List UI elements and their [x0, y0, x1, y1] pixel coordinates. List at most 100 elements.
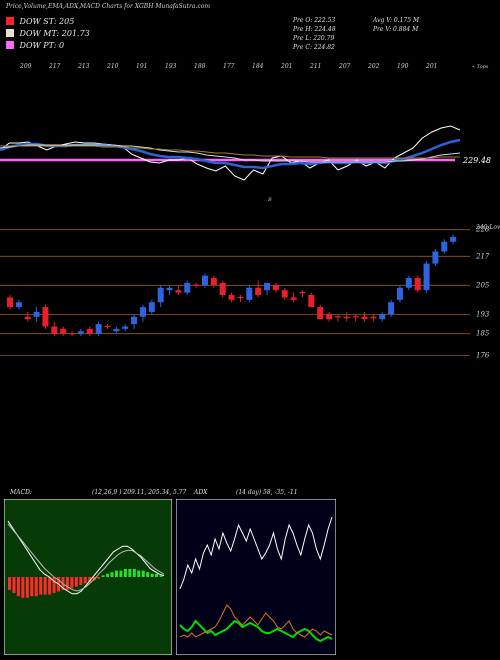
macd-histogram-bar — [8, 577, 11, 590]
macd-histogram-bar — [83, 577, 87, 584]
macd-histogram-bar — [21, 577, 25, 598]
ema-top-label: 209 — [19, 63, 32, 70]
candle-body — [33, 311, 40, 317]
candle-body — [42, 307, 49, 327]
macd-histogram-bar — [88, 577, 92, 582]
macd-histogram-bar — [12, 577, 16, 593]
legend-dow-st-swatch — [6, 17, 14, 25]
candle-body — [95, 324, 102, 334]
macd-histogram-bar — [150, 573, 154, 577]
macd-histogram-bar — [128, 569, 132, 577]
candle-body — [166, 287, 173, 291]
candle-body — [379, 314, 386, 320]
macd-values: (12,26,9 ) 209.11, 205.34, 5.77 — [92, 489, 187, 496]
stat-avg-volume: Avg V: 0.175 M — [373, 17, 420, 24]
legend-dow-pt: DOW PT: 0 — [6, 41, 64, 50]
ema-top-label: 193 — [165, 63, 177, 70]
ema-top-label: 217 — [48, 63, 61, 70]
macd-histogram-bar — [123, 569, 127, 577]
candle-body — [308, 295, 315, 308]
candle-body — [290, 297, 297, 300]
macd-label: MACD: — [10, 489, 32, 496]
candle-panel: 240 Lows228 217 205 193 185 176 — [0, 224, 500, 359]
ema-top-label: 184 — [252, 63, 264, 70]
macd-histogram-bar — [97, 577, 101, 579]
adx-label: ADX — [194, 489, 208, 496]
adx-series-line — [179, 604, 333, 638]
adx-values: (14 day) 58, -35, -11 — [236, 489, 298, 496]
candle-body — [441, 241, 448, 252]
macd-histogram-bar — [65, 577, 69, 590]
legend-dow-st-label: DOW ST: 205 — [19, 17, 75, 26]
legend-dow-mt-label: DOW MT: 201.73 — [19, 29, 90, 38]
candle-body — [396, 287, 403, 300]
ema-price-label: 229.48 — [462, 156, 491, 165]
candle-body — [317, 307, 324, 320]
candle-body — [432, 251, 439, 264]
macd-histogram-bar — [43, 577, 47, 595]
candle-body — [122, 326, 129, 329]
macd-histogram-bar — [159, 575, 163, 577]
macd-histogram-bar — [146, 572, 150, 577]
macd-histogram-bar — [155, 573, 159, 577]
macd-histogram-bar — [70, 577, 74, 589]
price-level-label: 176 — [476, 351, 490, 359]
candle-body — [405, 278, 412, 288]
candle-body — [15, 302, 22, 308]
macd-histogram-bar — [48, 577, 52, 595]
candle-body — [343, 316, 350, 319]
candle-body — [228, 295, 235, 300]
candle-body — [7, 297, 13, 308]
ema-panel: 209 217 213 210 191 193 188 177 184 201 211 207 202 1… — [0, 63, 491, 203]
candle-body — [60, 328, 67, 334]
candle-body — [210, 278, 217, 286]
stat-pre-volume: Pre V: 0.884 M — [373, 26, 419, 33]
ema-top-label: 211 — [309, 63, 321, 70]
macd-histogram-bar — [114, 570, 118, 577]
macd-histogram-bar — [106, 573, 110, 577]
candle-body — [175, 290, 182, 293]
candle-body — [77, 331, 84, 334]
candle-body — [272, 285, 279, 291]
macd-histogram-bar — [137, 570, 141, 577]
ema-top-label: 201 — [425, 63, 437, 70]
ema-top-label: 177 — [223, 63, 235, 70]
macd-histogram-bar — [25, 577, 29, 598]
ema-series-line — [0, 125, 461, 181]
ema-corner-label: « Tops — [472, 64, 489, 70]
candle-body — [423, 263, 430, 291]
macd-histogram-bar — [141, 570, 145, 577]
candle-body — [370, 316, 377, 319]
adx-series-line — [179, 619, 333, 643]
stat-pre-high: Pre H: 224.48 — [293, 26, 336, 33]
stat-pre-close: Pre C: 224.82 — [293, 44, 335, 51]
macd-histogram-bar — [79, 577, 83, 585]
macd-histogram-bar — [74, 577, 78, 587]
candle-body — [201, 275, 208, 286]
candle-body — [450, 236, 457, 242]
legend-dow-mt: DOW MT: 201.73 — [6, 29, 90, 38]
adx-background — [176, 499, 336, 655]
candle-body — [157, 287, 164, 303]
candle-body — [86, 328, 93, 334]
price-level-label: 205 — [475, 281, 490, 289]
candle-body — [51, 326, 58, 334]
macd-histogram-bar — [39, 577, 43, 595]
ema-top-label: 190 — [397, 63, 409, 70]
macd-histogram-bar — [34, 577, 38, 597]
ema-top-label: 210 — [106, 63, 119, 70]
candle-body — [184, 282, 191, 293]
macd-histogram-bar — [110, 572, 114, 577]
price-level-label: 217 — [475, 252, 490, 260]
legend-dow-pt-swatch — [6, 41, 14, 49]
candle-body — [139, 307, 146, 317]
price-level-label: 185 — [476, 330, 490, 338]
price-level-label: 228 — [475, 226, 490, 234]
ema-top-label: 207 — [338, 63, 351, 70]
price-level-label: 193 — [476, 310, 490, 318]
adx-series-line — [179, 516, 333, 590]
macd-histogram-bar — [16, 577, 20, 597]
ema-series-line — [0, 145, 460, 159]
candle-corner-label: 240 Lows — [475, 224, 500, 231]
macd-histogram-bar — [132, 569, 136, 577]
